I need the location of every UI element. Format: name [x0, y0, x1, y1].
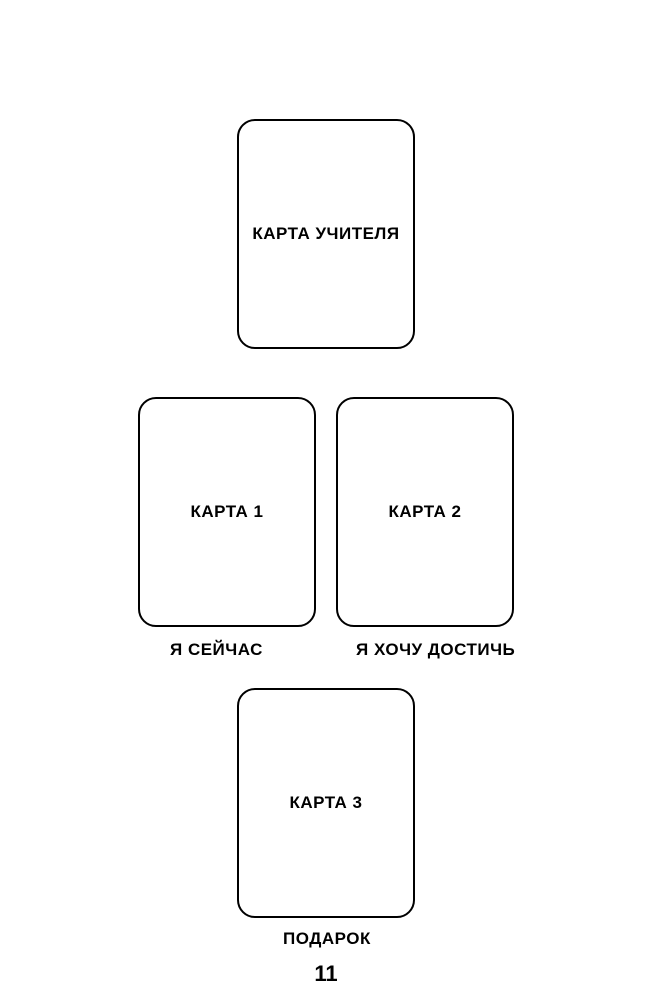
card-2: КАРТА 2 — [336, 397, 514, 627]
card-1-label: КАРТА 1 — [190, 502, 263, 522]
card-teacher: КАРТА УЧИТЕЛЯ — [237, 119, 415, 349]
card-2-label: КАРТА 2 — [388, 502, 461, 522]
card-3: КАРТА 3 — [237, 688, 415, 918]
card-3-label: КАРТА 3 — [289, 793, 362, 813]
page-number: 11 — [0, 961, 652, 987]
card-3-caption: ПОДАРОК — [283, 929, 371, 949]
card-teacher-label: КАРТА УЧИТЕЛЯ — [252, 224, 399, 244]
card-1: КАРТА 1 — [138, 397, 316, 627]
card-1-caption: Я СЕЙЧАС — [170, 640, 263, 660]
card-2-caption: Я ХОЧУ ДОСТИЧЬ — [356, 640, 515, 660]
